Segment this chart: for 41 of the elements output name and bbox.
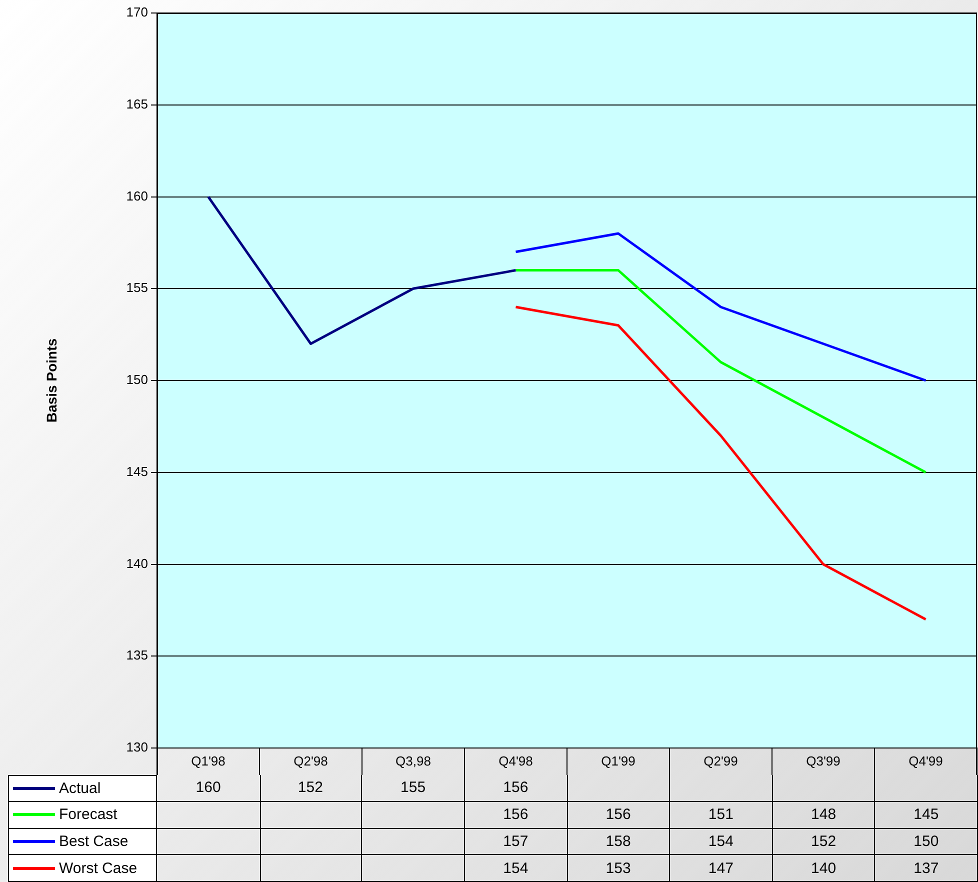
legend-label: Actual [59, 780, 101, 797]
x-tick-label: Q1'98 [191, 753, 226, 768]
data-label: 155 [362, 775, 465, 802]
x-tick-label: Q4'98 [498, 753, 533, 768]
data-label: 152 [260, 775, 362, 802]
y-tick-label: 145 [126, 464, 148, 479]
y-tick-label: 150 [126, 372, 148, 388]
data-label: 156 [464, 775, 568, 802]
y-tick-label: 140 [126, 556, 148, 571]
data-label: 140 [772, 855, 876, 882]
data-label: 153 [568, 855, 670, 882]
data-label: 152 [772, 828, 876, 856]
y-tick-label: 170 [126, 4, 148, 20]
data-label: 147 [670, 855, 773, 882]
legend-label: Worst Case [59, 860, 138, 877]
y-tick-label: 135 [126, 648, 148, 663]
y-tick-label: 155 [126, 280, 148, 296]
data-label: 145 [875, 802, 978, 828]
y-tick-label: 165 [126, 96, 148, 112]
x-tick-label: Q3,98 [396, 753, 431, 768]
y-axis-title: Basis Points [43, 338, 60, 423]
data-label: 150 [875, 828, 978, 856]
legend-label: Best Case [59, 832, 128, 850]
data-label: 137 [875, 855, 978, 882]
data-label: 158 [568, 828, 670, 856]
y-tick-label: 130 [126, 740, 148, 755]
x-tick-label: Q2'99 [704, 753, 738, 768]
x-tick-label: Q2'98 [294, 753, 328, 768]
data-label: 151 [670, 802, 773, 828]
x-tick-label: Q1'99 [601, 753, 636, 768]
data-label: 154 [464, 855, 568, 882]
x-tick-label: Q3'99 [806, 753, 840, 768]
data-label: 156 [464, 802, 568, 828]
data-label: 157 [464, 828, 568, 856]
y-tick-label: 160 [126, 188, 148, 204]
legend-label: Forecast [59, 806, 118, 824]
data-label: 154 [670, 828, 773, 856]
x-tick-label: Q4'99 [908, 753, 943, 768]
data-label: 148 [772, 802, 876, 828]
data-label: 160 [157, 775, 261, 802]
data-label: 156 [568, 802, 670, 828]
